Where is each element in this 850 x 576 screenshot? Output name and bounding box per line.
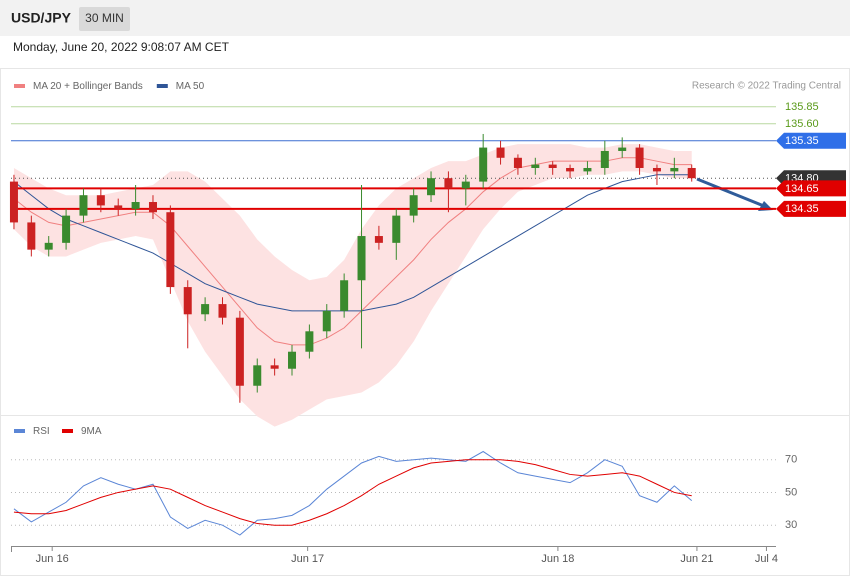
level-tag: [776, 132, 846, 149]
candle-body: [340, 280, 349, 311]
legend-label: MA 50: [176, 81, 205, 92]
symbol: USD/JPY: [11, 10, 72, 26]
x-tick-label: Jun 21: [680, 553, 713, 565]
candle-body: [27, 222, 36, 250]
y-tick-label: 50: [785, 486, 797, 498]
candle-body: [513, 157, 522, 168]
candle-body: [235, 317, 244, 386]
candle-body: [392, 215, 401, 243]
legend-swatch: [62, 429, 73, 433]
credit: Research © 2022 Trading Central: [692, 81, 841, 92]
candle-body: [687, 167, 696, 179]
candle-body: [670, 167, 679, 172]
candle-body: [96, 195, 105, 206]
candle-body: [9, 181, 18, 223]
legend-label: MA 20 + Bollinger Bands: [33, 81, 143, 92]
candle-body: [270, 365, 279, 369]
candle-body: [62, 215, 71, 243]
projection-arrow: [696, 177, 765, 208]
candle-body: [652, 167, 661, 172]
candle-body: [44, 242, 53, 250]
level-tag: [776, 180, 846, 197]
candle-body: [461, 181, 470, 189]
candle-body: [322, 310, 331, 332]
candle-body: [114, 205, 123, 209]
level-label: 135.60: [785, 118, 819, 130]
candle-body: [131, 202, 140, 209]
ma20-line: [13, 157, 692, 346]
bollinger-band: [13, 144, 692, 427]
timestamp: Monday, June 20, 2022 9:08:07 AM CET: [13, 40, 230, 54]
interval-badge[interactable]: [79, 7, 130, 31]
interval[interactable]: 30 MIN: [85, 11, 124, 25]
legend-label: 9MA: [81, 426, 102, 437]
candle-body: [496, 147, 505, 158]
x-tick-label: Jul 4: [755, 553, 778, 565]
legend-swatch: [14, 84, 25, 88]
rsi-line: [13, 459, 692, 526]
y-tick-label: 30: [785, 519, 797, 531]
candle-body: [635, 147, 644, 168]
candle-body: [427, 178, 436, 196]
level-label: 134.65: [785, 183, 819, 195]
y-tick-label: 70: [785, 454, 797, 466]
candle-body: [79, 195, 88, 216]
candle-body: [218, 304, 227, 318]
legend-label: RSI: [33, 426, 50, 437]
candle-body: [583, 167, 592, 172]
candle-body: [531, 164, 540, 168]
candle-body: [183, 287, 192, 315]
ma50-line: [13, 174, 692, 312]
level-label: 134.35: [785, 203, 819, 215]
candle-body: [548, 164, 557, 168]
candle-body: [166, 212, 175, 288]
rsi-line: [13, 450, 693, 536]
top-bar: [0, 0, 850, 36]
candle-body: [444, 178, 453, 189]
level-tag: [776, 200, 846, 217]
legend-swatch: [14, 429, 25, 433]
panel-border: [0, 68, 850, 576]
candle-body: [305, 331, 314, 352]
level-label: 135.35: [785, 135, 819, 147]
legend-swatch: [156, 84, 168, 88]
candle-body: [148, 202, 157, 213]
x-tick-label: Jun 17: [291, 553, 324, 565]
x-tick-label: Jun 16: [36, 553, 69, 565]
candle-body: [357, 236, 366, 281]
x-tick-label: Jun 18: [541, 553, 574, 565]
candle-body: [201, 304, 210, 315]
candle-body: [618, 147, 627, 151]
candle-body: [253, 365, 262, 386]
candle-body: [288, 351, 297, 369]
candle-body: [566, 167, 575, 172]
candle-body: [600, 150, 609, 168]
candle-body: [409, 195, 418, 216]
candle-body: [479, 147, 488, 182]
candle-body: [374, 236, 383, 243]
level-label: 135.85: [785, 101, 819, 113]
